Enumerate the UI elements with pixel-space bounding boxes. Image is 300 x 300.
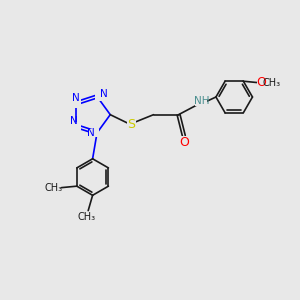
Text: NH: NH <box>194 95 210 106</box>
Text: S: S <box>128 118 136 131</box>
Bar <box>256 79 266 86</box>
Text: CH₃: CH₃ <box>78 212 96 222</box>
Bar <box>195 98 207 106</box>
Bar <box>70 99 81 107</box>
Text: O: O <box>179 136 189 149</box>
Text: CH₃: CH₃ <box>263 78 281 88</box>
Text: O: O <box>256 76 266 89</box>
Bar <box>95 92 106 101</box>
Bar <box>89 129 99 137</box>
Bar <box>127 121 136 129</box>
Text: N: N <box>72 93 80 103</box>
Text: N: N <box>87 128 94 138</box>
Text: N: N <box>100 89 107 99</box>
Text: CH₃: CH₃ <box>44 183 62 193</box>
Bar <box>180 136 188 143</box>
Bar <box>70 122 81 130</box>
Text: N: N <box>70 116 78 126</box>
